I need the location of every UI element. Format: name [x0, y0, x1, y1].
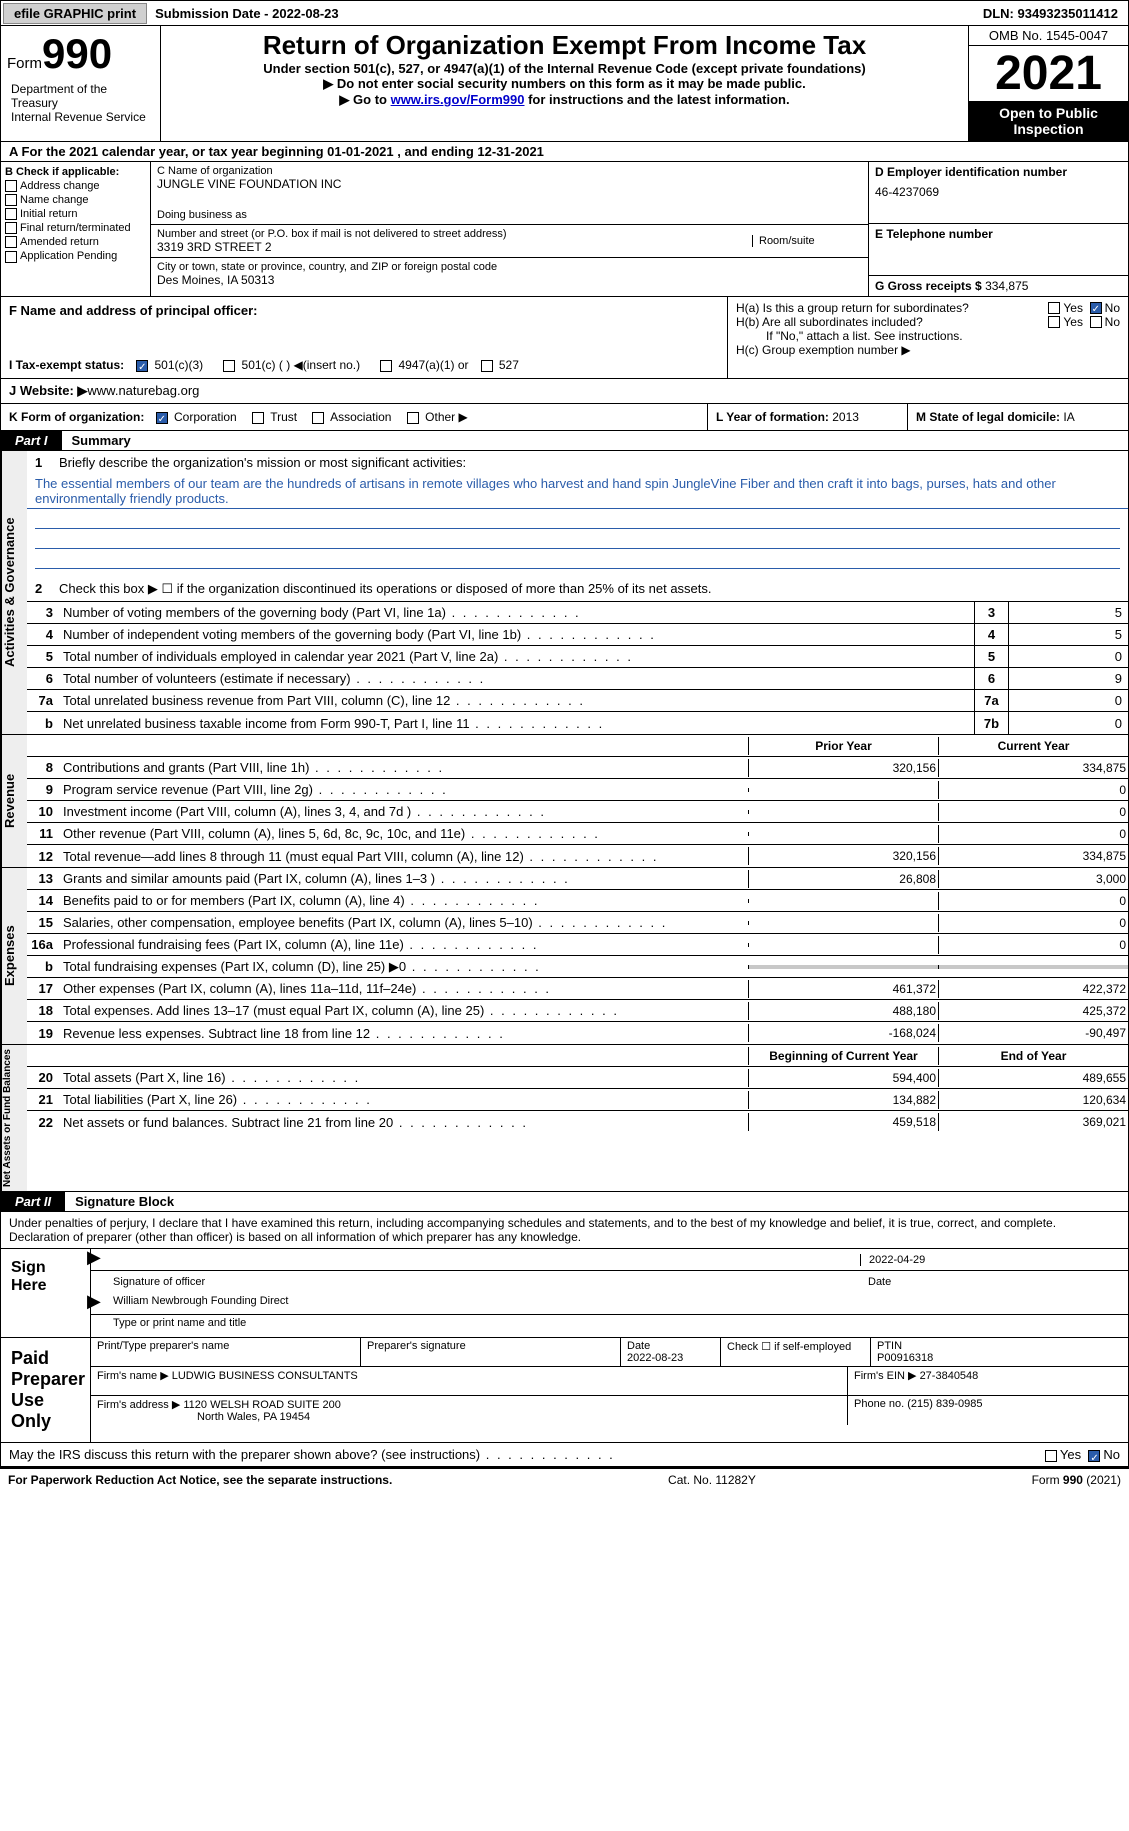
form-title: Return of Organization Exempt From Incom…: [171, 30, 958, 61]
netassets-section: Net Assets or Fund Balances Beginning of…: [0, 1045, 1129, 1192]
line-22: 22 Net assets or fund balances. Subtract…: [27, 1111, 1128, 1133]
line-17: 17 Other expenses (Part IX, column (A), …: [27, 978, 1128, 1000]
ein: 46-4237069: [875, 179, 1122, 199]
org-city: Des Moines, IA 50313: [157, 273, 862, 287]
line-20: 20 Total assets (Part X, line 16) 594,40…: [27, 1067, 1128, 1089]
checkbox-discuss-no[interactable]: [1088, 1450, 1100, 1462]
line-16a: 16a Professional fundraising fees (Part …: [27, 934, 1128, 956]
box-c: C Name of organization JUNGLE VINE FOUND…: [151, 162, 868, 296]
klm-row: K Form of organization: Corporation Trus…: [0, 404, 1129, 431]
footer: For Paperwork Reduction Act Notice, see …: [0, 1467, 1129, 1491]
ptin: P00916318: [877, 1352, 933, 1364]
header-center: Return of Organization Exempt From Incom…: [161, 26, 968, 141]
website: www.naturebag.org: [87, 383, 199, 399]
line-3: 3 Number of voting members of the govern…: [27, 602, 1128, 624]
firm-ein: 27-3840548: [920, 1370, 979, 1382]
line-4: 4 Number of independent voting members o…: [27, 624, 1128, 646]
line-7a: 7a Total unrelated business revenue from…: [27, 690, 1128, 712]
omb-number: OMB No. 1545-0047: [969, 26, 1128, 46]
org-address: 3319 3RD STREET 2: [157, 240, 752, 254]
dln: DLN: 93493235011412: [983, 6, 1128, 21]
part2-header: Part II Signature Block: [0, 1192, 1129, 1212]
line-14: 14 Benefits paid to or for members (Part…: [27, 890, 1128, 912]
revenue-section: Revenue Prior Year Current Year 8 Contri…: [0, 735, 1129, 868]
firm-name: LUDWIG BUSINESS CONSULTANTS: [172, 1370, 358, 1382]
efile-print-button[interactable]: efile GRAPHIC print: [3, 3, 147, 24]
tax-year: 2021: [969, 46, 1128, 101]
dept-treasury: Department of the Treasury Internal Reve…: [7, 78, 154, 128]
mission-text: The essential members of our team are th…: [27, 474, 1128, 509]
line-21: 21 Total liabilities (Part X, line 26) 1…: [27, 1089, 1128, 1111]
irs-link[interactable]: www.irs.gov/Form990: [391, 92, 525, 107]
header-right: OMB No. 1545-0047 2021 Open to Public In…: [968, 26, 1128, 141]
governance-section: Activities & Governance 1Briefly describ…: [0, 451, 1129, 735]
line-11: 11 Other revenue (Part VIII, column (A),…: [27, 823, 1128, 845]
line-6: 6 Total number of volunteers (estimate i…: [27, 668, 1128, 690]
website-row: J Website: ▶ www.naturebag.org: [0, 379, 1129, 404]
gross-receipts: 334,875: [985, 279, 1028, 293]
line-5: 5 Total number of individuals employed i…: [27, 646, 1128, 668]
part1-header: Part I Summary: [0, 431, 1129, 451]
form-box: Form990 Department of the Treasury Inter…: [1, 26, 161, 141]
line-18: 18 Total expenses. Add lines 13–17 (must…: [27, 1000, 1128, 1022]
org-name: JUNGLE VINE FOUNDATION INC: [157, 177, 862, 191]
line-12: 12 Total revenue—add lines 8 through 11 …: [27, 845, 1128, 867]
firm-phone: (215) 839-0985: [907, 1398, 982, 1410]
line-b: b Net unrelated business taxable income …: [27, 712, 1128, 734]
line-19: 19 Revenue less expenses. Subtract line …: [27, 1022, 1128, 1044]
officer-name: William Newbrough Founding Direct: [99, 1295, 288, 1307]
form-header: Form990 Department of the Treasury Inter…: [0, 26, 1129, 142]
expenses-section: Expenses 13 Grants and similar amounts p…: [0, 868, 1129, 1045]
fh-block: F Name and address of principal officer:…: [0, 297, 1129, 379]
checkbox-501c3[interactable]: [136, 360, 148, 372]
box-de: D Employer identification number 46-4237…: [868, 162, 1128, 296]
line-9: 9 Program service revenue (Part VIII, li…: [27, 779, 1128, 801]
period-row: A For the 2021 calendar year, or tax yea…: [0, 142, 1129, 162]
entity-block: B Check if applicable: Address change Na…: [0, 162, 1129, 297]
line-b: b Total fundraising expenses (Part IX, c…: [27, 956, 1128, 978]
signature-block: Under penalties of perjury, I declare th…: [0, 1212, 1129, 1467]
checkbox-corporation[interactable]: [156, 412, 168, 424]
topbar: efile GRAPHIC print Submission Date - 20…: [0, 0, 1129, 26]
line-10: 10 Investment income (Part VIII, column …: [27, 801, 1128, 823]
checkbox-group-no[interactable]: [1090, 302, 1102, 314]
line-15: 15 Salaries, other compensation, employe…: [27, 912, 1128, 934]
open-to-public: Open to Public Inspection: [969, 101, 1128, 141]
submission-date: Submission Date - 2022-08-23: [149, 6, 345, 21]
box-b: B Check if applicable: Address change Na…: [1, 162, 151, 296]
line-13: 13 Grants and similar amounts paid (Part…: [27, 868, 1128, 890]
line-8: 8 Contributions and grants (Part VIII, l…: [27, 757, 1128, 779]
